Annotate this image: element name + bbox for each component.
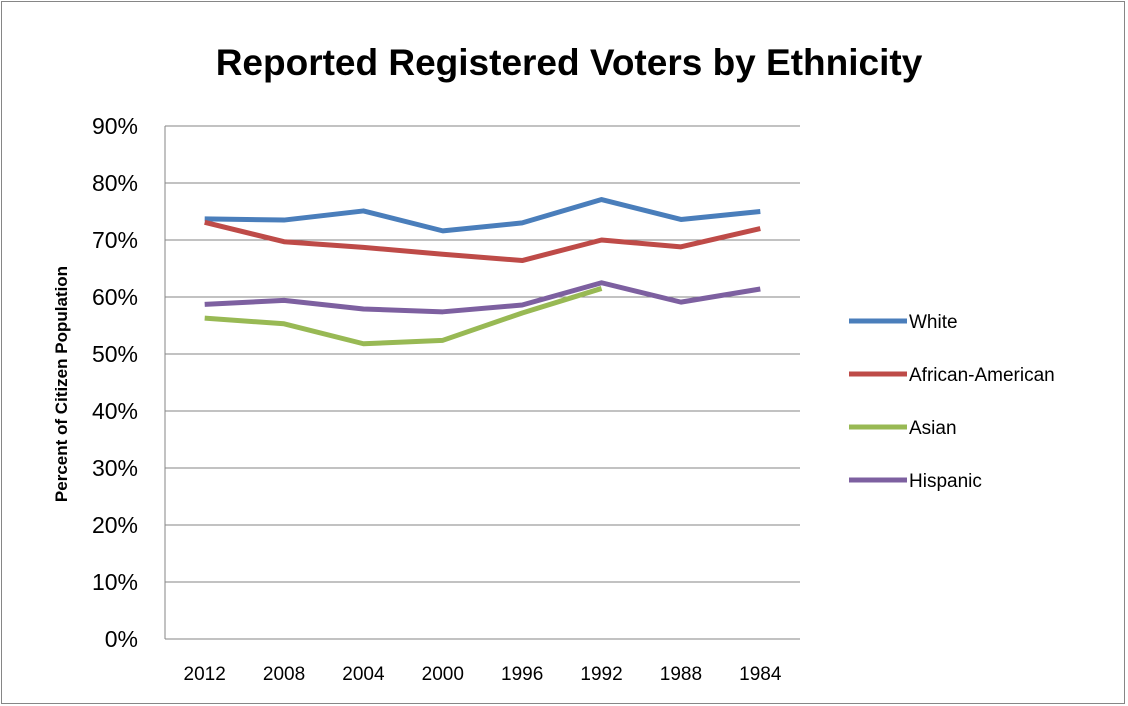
series-lines bbox=[204, 197, 761, 347]
y-tick-label: 70% bbox=[92, 227, 138, 253]
axes bbox=[164, 126, 800, 640]
legend: White African-American Asian Hispanic bbox=[849, 312, 1055, 492]
y-tick-label: 50% bbox=[92, 341, 138, 367]
x-tick-label: 2004 bbox=[342, 664, 385, 685]
y-tick-label: 30% bbox=[92, 455, 138, 481]
gridlines bbox=[165, 125, 800, 583]
x-tick-label: 2012 bbox=[184, 664, 226, 685]
series-line-white bbox=[204, 197, 761, 234]
y-tick-label: 60% bbox=[92, 284, 138, 310]
legend-label-hispanic: Hispanic bbox=[909, 471, 982, 492]
x-tick-label: 1988 bbox=[660, 664, 702, 685]
x-tick-label: 1992 bbox=[580, 664, 622, 685]
y-axis-label: Percent of Citizen Population bbox=[52, 266, 71, 502]
legend-label-white: White bbox=[909, 312, 958, 333]
x-tick-label: 2000 bbox=[422, 664, 464, 685]
x-tick-labels: 2012 2008 2004 2000 1996 1992 1988 1984 bbox=[184, 664, 782, 685]
y-tick-labels: 0% 10% 20% 30% 40% 50% 60% 70% 80% 90% bbox=[92, 113, 138, 652]
series-line-asian bbox=[204, 286, 603, 347]
y-tick-label: 40% bbox=[92, 398, 138, 424]
y-tick-label: 90% bbox=[92, 113, 138, 139]
x-tick-label: 1984 bbox=[739, 664, 782, 685]
y-tick-label: 10% bbox=[92, 569, 138, 595]
chart-title: Reported Registered Voters by Ethnicity bbox=[216, 42, 923, 83]
y-tick-label: 0% bbox=[105, 626, 138, 652]
legend-label-african-american: African-American bbox=[909, 365, 1055, 386]
legend-label-asian: Asian bbox=[909, 418, 957, 439]
x-tick-label: 2008 bbox=[263, 664, 305, 685]
series-line-hispanic bbox=[204, 280, 761, 315]
series-line-african-american bbox=[204, 219, 761, 264]
x-tick-label: 1996 bbox=[501, 664, 543, 685]
y-tick-label: 20% bbox=[92, 512, 138, 538]
y-tick-label: 80% bbox=[92, 170, 138, 196]
